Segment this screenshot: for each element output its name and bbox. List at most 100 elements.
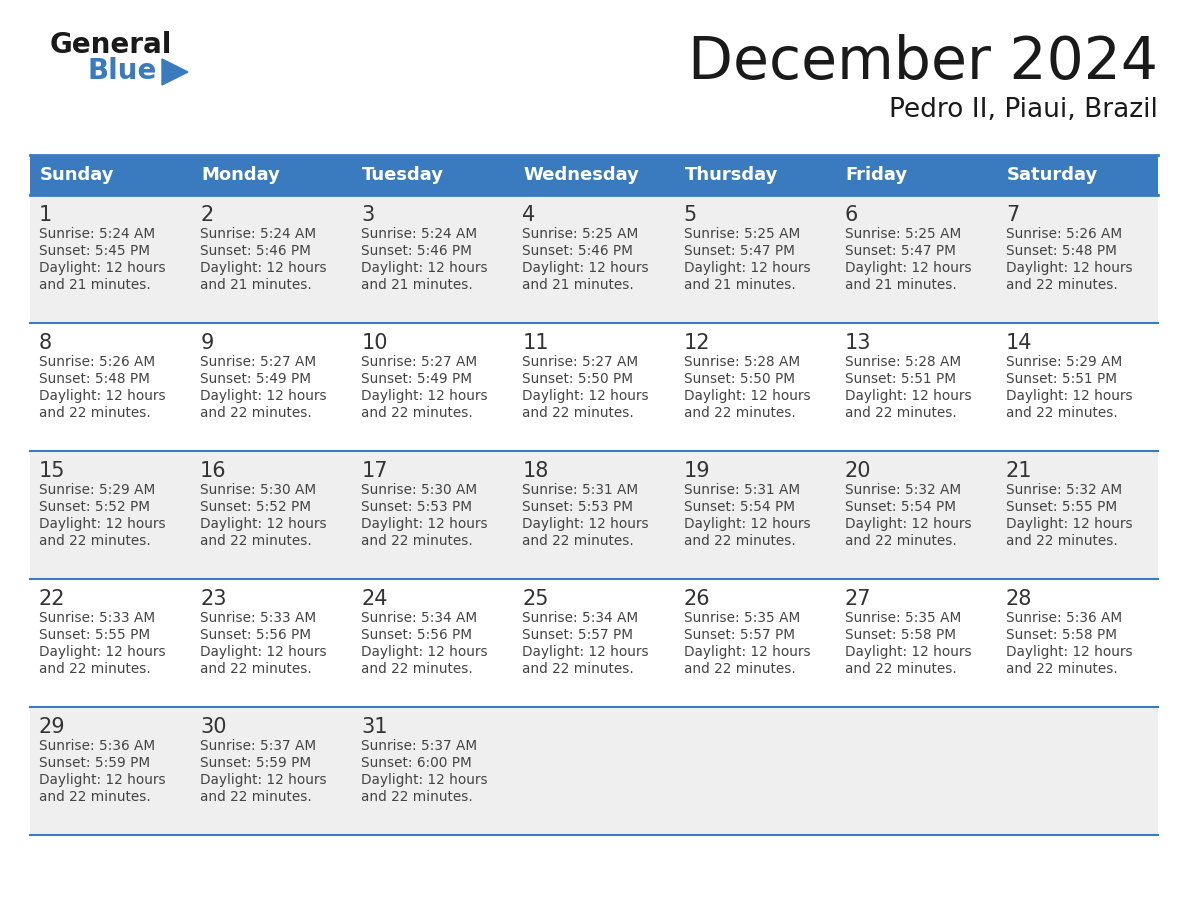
Text: and 22 minutes.: and 22 minutes. xyxy=(361,662,473,676)
Text: 31: 31 xyxy=(361,717,387,737)
Text: Sunrise: 5:33 AM: Sunrise: 5:33 AM xyxy=(39,611,156,625)
Text: 24: 24 xyxy=(361,589,387,609)
Text: Sunrise: 5:32 AM: Sunrise: 5:32 AM xyxy=(845,483,961,497)
Text: Sunset: 5:47 PM: Sunset: 5:47 PM xyxy=(845,244,955,258)
Text: 22: 22 xyxy=(39,589,65,609)
Text: Sunset: 5:58 PM: Sunset: 5:58 PM xyxy=(845,628,955,642)
Text: 15: 15 xyxy=(39,461,65,481)
Text: Sunrise: 5:31 AM: Sunrise: 5:31 AM xyxy=(683,483,800,497)
Text: Sunrise: 5:34 AM: Sunrise: 5:34 AM xyxy=(523,611,639,625)
Text: Daylight: 12 hours: Daylight: 12 hours xyxy=(361,645,488,659)
Text: 11: 11 xyxy=(523,333,549,353)
Text: and 22 minutes.: and 22 minutes. xyxy=(39,662,151,676)
Text: Daylight: 12 hours: Daylight: 12 hours xyxy=(523,261,649,275)
Text: and 22 minutes.: and 22 minutes. xyxy=(1006,534,1118,548)
Text: Sunrise: 5:28 AM: Sunrise: 5:28 AM xyxy=(845,355,961,369)
Text: Daylight: 12 hours: Daylight: 12 hours xyxy=(361,261,488,275)
Text: Sunrise: 5:34 AM: Sunrise: 5:34 AM xyxy=(361,611,478,625)
Bar xyxy=(30,707,1158,835)
Text: Sunrise: 5:30 AM: Sunrise: 5:30 AM xyxy=(361,483,478,497)
Text: Sunrise: 5:24 AM: Sunrise: 5:24 AM xyxy=(39,227,156,241)
Text: Sunset: 5:57 PM: Sunset: 5:57 PM xyxy=(523,628,633,642)
Text: and 21 minutes.: and 21 minutes. xyxy=(845,278,956,292)
Text: General: General xyxy=(50,31,172,59)
Text: Sunrise: 5:27 AM: Sunrise: 5:27 AM xyxy=(361,355,478,369)
Text: Sunset: 5:59 PM: Sunset: 5:59 PM xyxy=(39,756,150,770)
Text: and 22 minutes.: and 22 minutes. xyxy=(523,662,634,676)
Text: 12: 12 xyxy=(683,333,710,353)
Text: Sunrise: 5:29 AM: Sunrise: 5:29 AM xyxy=(39,483,156,497)
Text: Sunrise: 5:25 AM: Sunrise: 5:25 AM xyxy=(683,227,800,241)
Text: Sunrise: 5:36 AM: Sunrise: 5:36 AM xyxy=(39,739,156,753)
Text: and 22 minutes.: and 22 minutes. xyxy=(683,662,795,676)
Text: Pedro II, Piaui, Brazil: Pedro II, Piaui, Brazil xyxy=(889,97,1158,123)
Text: Sunset: 5:54 PM: Sunset: 5:54 PM xyxy=(845,500,955,514)
Text: Daylight: 12 hours: Daylight: 12 hours xyxy=(200,645,327,659)
Bar xyxy=(513,155,675,195)
Bar xyxy=(30,579,1158,707)
Text: 19: 19 xyxy=(683,461,710,481)
Text: Sunset: 5:45 PM: Sunset: 5:45 PM xyxy=(39,244,150,258)
Text: Sunset: 5:50 PM: Sunset: 5:50 PM xyxy=(523,372,633,386)
Text: Sunset: 5:56 PM: Sunset: 5:56 PM xyxy=(200,628,311,642)
Text: and 22 minutes.: and 22 minutes. xyxy=(39,534,151,548)
Text: Daylight: 12 hours: Daylight: 12 hours xyxy=(361,773,488,787)
Text: Thursday: Thursday xyxy=(684,166,778,184)
Text: 30: 30 xyxy=(200,717,227,737)
Text: Sunrise: 5:25 AM: Sunrise: 5:25 AM xyxy=(845,227,961,241)
Text: 8: 8 xyxy=(39,333,52,353)
Text: Daylight: 12 hours: Daylight: 12 hours xyxy=(200,517,327,531)
Text: Sunrise: 5:35 AM: Sunrise: 5:35 AM xyxy=(683,611,800,625)
Bar xyxy=(30,195,1158,323)
Text: Sunset: 5:55 PM: Sunset: 5:55 PM xyxy=(1006,500,1117,514)
Text: 18: 18 xyxy=(523,461,549,481)
Text: and 22 minutes.: and 22 minutes. xyxy=(200,790,312,804)
Text: and 21 minutes.: and 21 minutes. xyxy=(683,278,795,292)
Text: 20: 20 xyxy=(845,461,871,481)
Text: 28: 28 xyxy=(1006,589,1032,609)
Text: and 22 minutes.: and 22 minutes. xyxy=(361,534,473,548)
Text: Daylight: 12 hours: Daylight: 12 hours xyxy=(39,645,165,659)
Text: Sunrise: 5:24 AM: Sunrise: 5:24 AM xyxy=(361,227,478,241)
Text: Sunset: 5:51 PM: Sunset: 5:51 PM xyxy=(845,372,955,386)
Text: Sunset: 5:54 PM: Sunset: 5:54 PM xyxy=(683,500,795,514)
Text: Sunrise: 5:27 AM: Sunrise: 5:27 AM xyxy=(200,355,316,369)
Text: Daylight: 12 hours: Daylight: 12 hours xyxy=(845,261,972,275)
Text: Daylight: 12 hours: Daylight: 12 hours xyxy=(39,389,165,403)
Text: Daylight: 12 hours: Daylight: 12 hours xyxy=(683,389,810,403)
Text: Sunset: 5:48 PM: Sunset: 5:48 PM xyxy=(39,372,150,386)
Text: Sunrise: 5:32 AM: Sunrise: 5:32 AM xyxy=(1006,483,1121,497)
Text: Sunrise: 5:35 AM: Sunrise: 5:35 AM xyxy=(845,611,961,625)
Text: Sunset: 5:52 PM: Sunset: 5:52 PM xyxy=(200,500,311,514)
Text: 25: 25 xyxy=(523,589,549,609)
Text: and 21 minutes.: and 21 minutes. xyxy=(200,278,312,292)
Text: Sunrise: 5:26 AM: Sunrise: 5:26 AM xyxy=(1006,227,1121,241)
Text: 26: 26 xyxy=(683,589,710,609)
Text: and 22 minutes.: and 22 minutes. xyxy=(39,790,151,804)
Text: Sunrise: 5:31 AM: Sunrise: 5:31 AM xyxy=(523,483,639,497)
Text: 2: 2 xyxy=(200,205,214,225)
Bar xyxy=(997,155,1158,195)
Text: and 22 minutes.: and 22 minutes. xyxy=(361,790,473,804)
Text: Tuesday: Tuesday xyxy=(362,166,444,184)
Text: Sunday: Sunday xyxy=(40,166,114,184)
Text: 16: 16 xyxy=(200,461,227,481)
Text: Daylight: 12 hours: Daylight: 12 hours xyxy=(683,517,810,531)
Text: Daylight: 12 hours: Daylight: 12 hours xyxy=(845,517,972,531)
Text: Daylight: 12 hours: Daylight: 12 hours xyxy=(200,389,327,403)
Text: and 22 minutes.: and 22 minutes. xyxy=(200,406,312,420)
Text: Sunset: 5:49 PM: Sunset: 5:49 PM xyxy=(361,372,473,386)
Text: Sunset: 5:52 PM: Sunset: 5:52 PM xyxy=(39,500,150,514)
Text: Sunrise: 5:30 AM: Sunrise: 5:30 AM xyxy=(200,483,316,497)
Text: 4: 4 xyxy=(523,205,536,225)
Text: 14: 14 xyxy=(1006,333,1032,353)
Text: and 22 minutes.: and 22 minutes. xyxy=(683,406,795,420)
Text: Sunset: 5:53 PM: Sunset: 5:53 PM xyxy=(361,500,473,514)
Text: and 22 minutes.: and 22 minutes. xyxy=(1006,278,1118,292)
Text: Sunset: 5:51 PM: Sunset: 5:51 PM xyxy=(1006,372,1117,386)
Text: and 22 minutes.: and 22 minutes. xyxy=(39,406,151,420)
Text: Daylight: 12 hours: Daylight: 12 hours xyxy=(39,773,165,787)
Text: Daylight: 12 hours: Daylight: 12 hours xyxy=(523,389,649,403)
Text: 6: 6 xyxy=(845,205,858,225)
Text: and 22 minutes.: and 22 minutes. xyxy=(200,662,312,676)
